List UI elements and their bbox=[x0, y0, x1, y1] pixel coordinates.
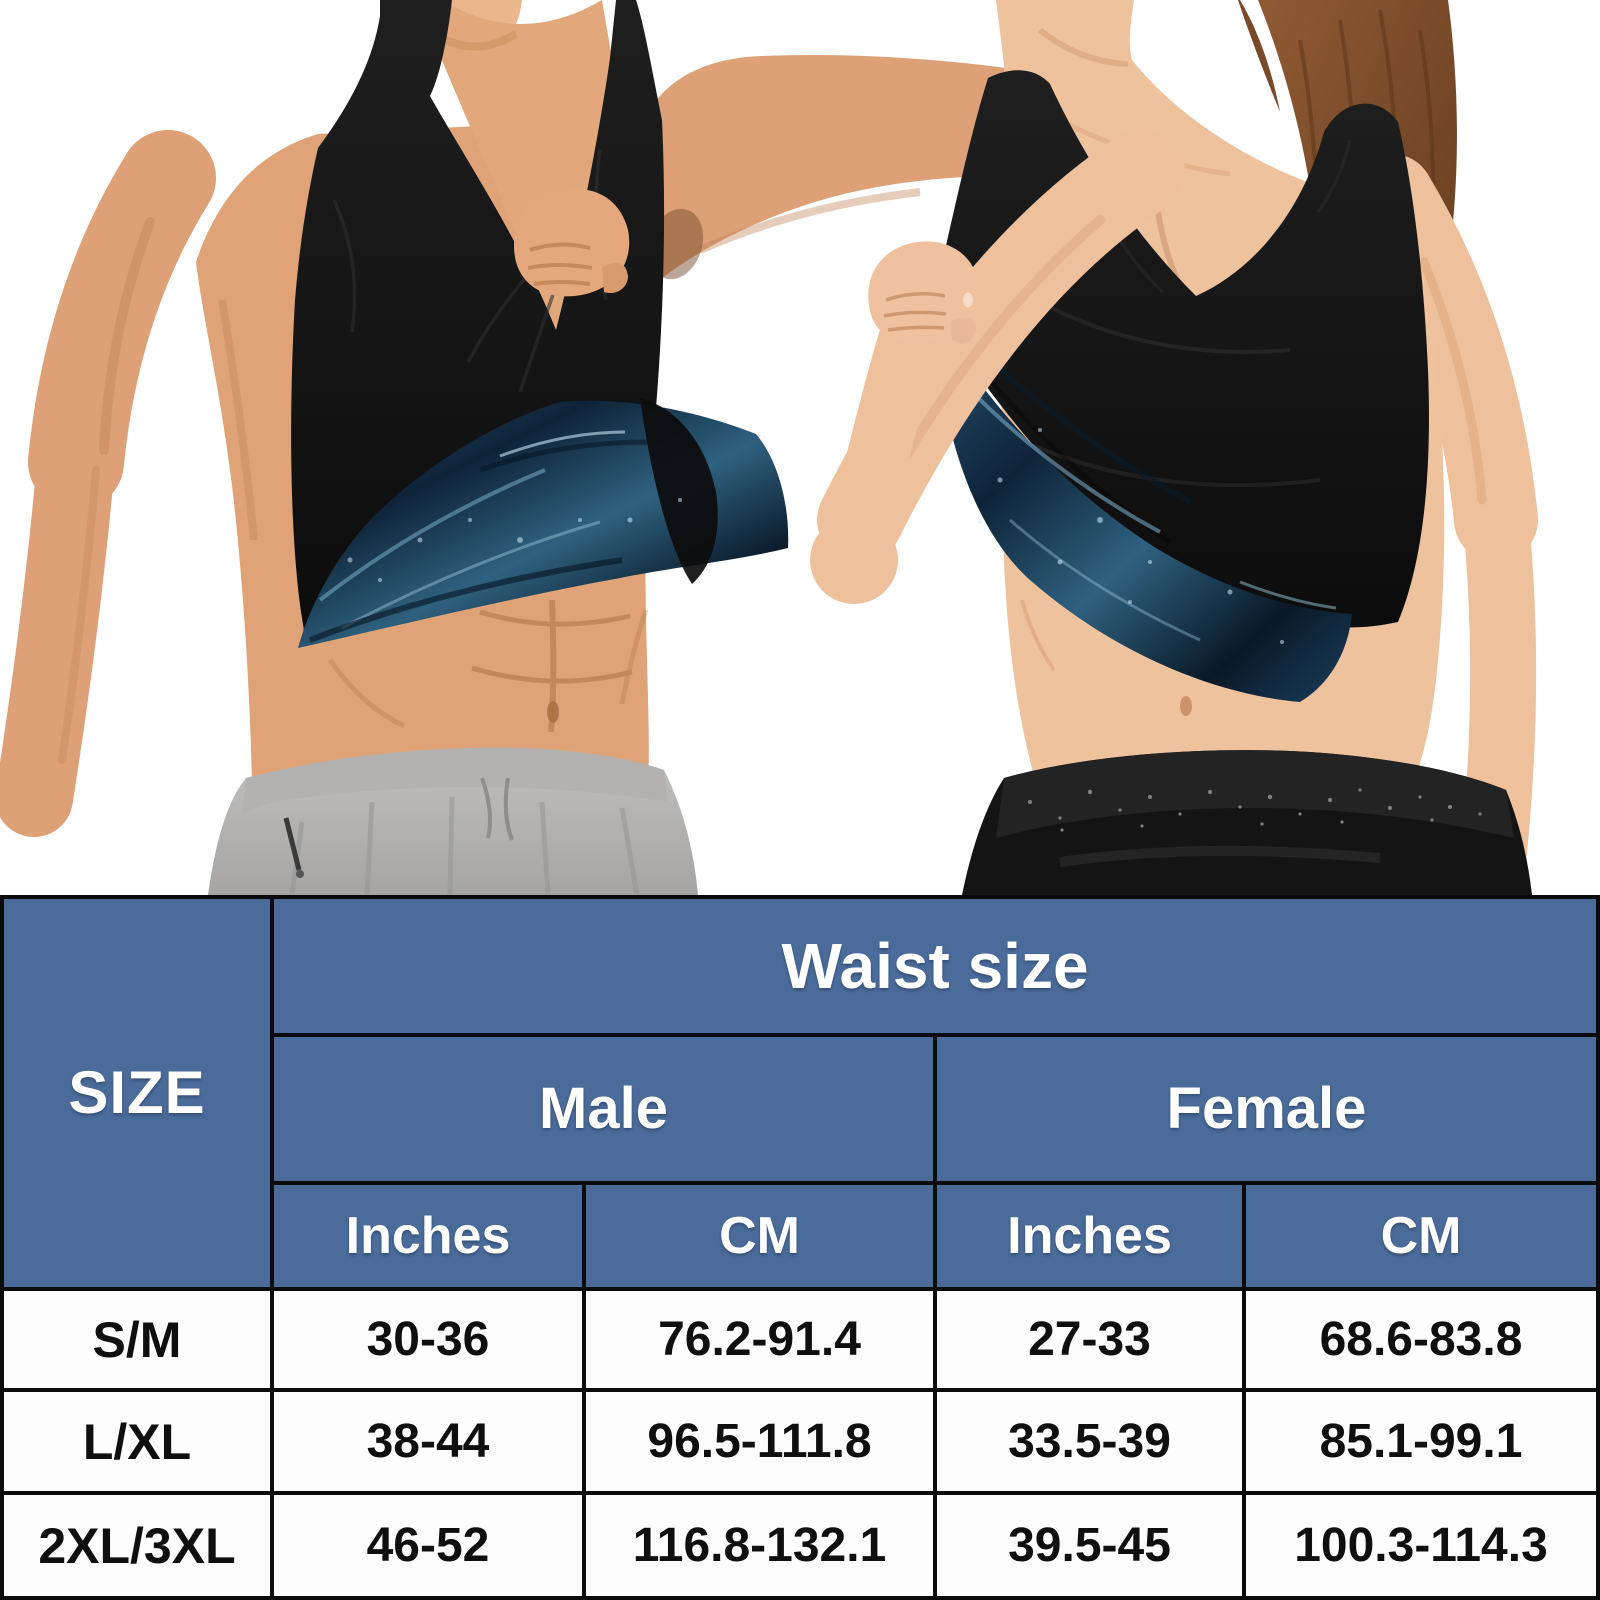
male-lining-folds bbox=[308, 430, 651, 643]
female-leggings bbox=[962, 750, 1532, 895]
male-vest bbox=[291, 0, 665, 635]
product-photo bbox=[0, 0, 1538, 895]
female-navel bbox=[1180, 696, 1192, 716]
female-waistband-sparkles bbox=[1028, 788, 1482, 832]
male-pants-folds bbox=[289, 796, 640, 895]
value-cell: 27-33 bbox=[937, 1291, 1242, 1388]
female-leggings-waistband bbox=[996, 750, 1514, 838]
male-side-shading bbox=[218, 299, 258, 541]
unit-header-female-cm: CM bbox=[1246, 1185, 1596, 1287]
female-model-figure bbox=[810, 0, 1538, 895]
male-model-figure bbox=[0, 0, 1120, 895]
male-thumb bbox=[602, 262, 628, 294]
value-cell: 46-52 bbox=[274, 1495, 582, 1596]
value-cell: 39.5-45 bbox=[937, 1495, 1242, 1596]
value-cell: 30-36 bbox=[274, 1291, 582, 1388]
male-navel bbox=[547, 701, 559, 723]
size-cell: 2XL/3XL bbox=[4, 1495, 270, 1596]
size-cell: L/XL bbox=[4, 1392, 270, 1491]
female-lining-folds bbox=[958, 357, 1337, 642]
male-right-arm bbox=[0, 130, 216, 837]
value-cell: 96.5-111.8 bbox=[586, 1392, 933, 1491]
size-cell: S/M bbox=[4, 1291, 270, 1388]
female-right-arm bbox=[810, 129, 1185, 604]
male-zipper-pull bbox=[296, 870, 304, 878]
female-leggings-sheen bbox=[1059, 845, 1381, 867]
male-pants-waistband bbox=[242, 747, 668, 814]
value-cell: 85.1-99.1 bbox=[1246, 1392, 1596, 1491]
male-column-group-cell: Male bbox=[274, 1037, 933, 1181]
unit-header-male-inches: Inches bbox=[274, 1185, 582, 1287]
female-column-group-cell: Female bbox=[937, 1037, 1596, 1181]
male-forearm-shading bbox=[698, 188, 921, 254]
value-cell: 38-44 bbox=[274, 1392, 582, 1491]
value-cell: 68.6-83.8 bbox=[1246, 1291, 1596, 1388]
unit-header-male-cm: CM bbox=[586, 1185, 933, 1287]
male-pants-drawstring bbox=[480, 777, 514, 841]
value-cell: 33.5-39 bbox=[937, 1392, 1242, 1491]
size-row-header-cell: SIZE bbox=[4, 899, 270, 1287]
value-cell: 116.8-132.1 bbox=[586, 1495, 933, 1596]
female-lining-blue bbox=[934, 316, 1352, 702]
male-pants-zipper bbox=[283, 817, 302, 871]
unit-header-female-inches: Inches bbox=[937, 1185, 1242, 1287]
value-cell: 100.3-114.3 bbox=[1246, 1495, 1596, 1596]
size-chart-table: SIZE Waist size Male Female Inches CM In… bbox=[0, 895, 1600, 1600]
waist-size-title-cell: Waist size bbox=[274, 899, 1596, 1033]
female-thumb bbox=[950, 317, 976, 343]
male-lining-droplets bbox=[347, 498, 682, 582]
female-fingernail bbox=[963, 293, 973, 307]
male-sweatpants bbox=[208, 747, 698, 895]
female-fist bbox=[868, 241, 979, 343]
value-cell: 76.2-91.4 bbox=[586, 1291, 933, 1388]
male-fist bbox=[513, 189, 630, 297]
male-vest-bunch bbox=[640, 398, 718, 584]
